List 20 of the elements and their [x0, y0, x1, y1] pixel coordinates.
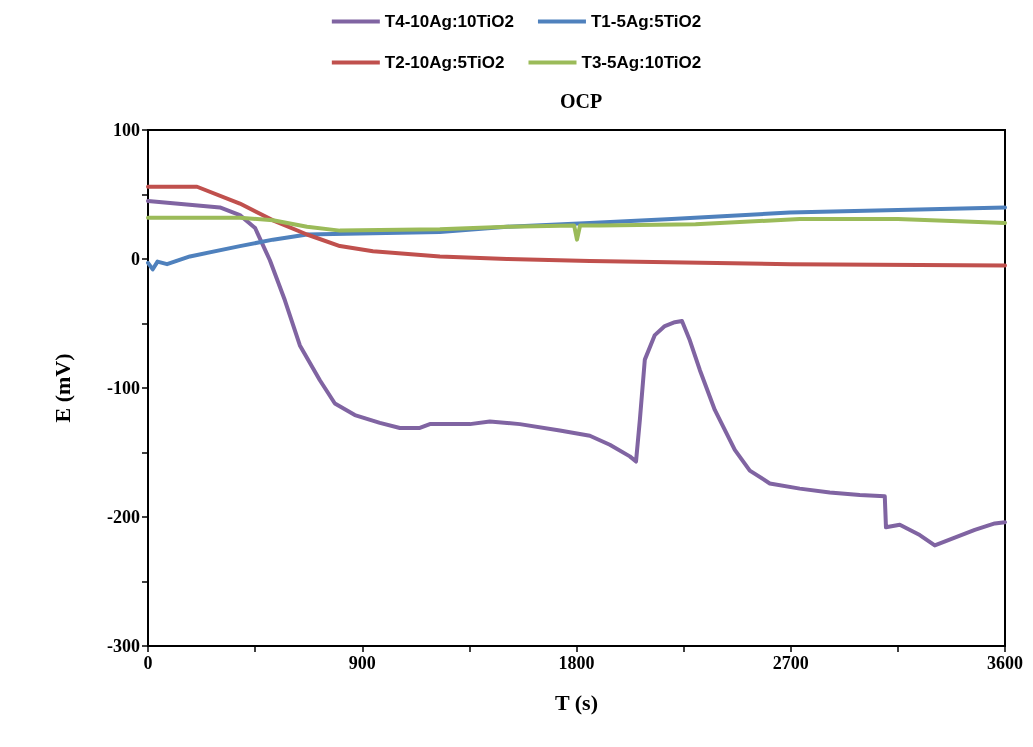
x-tick-label: 900 [348, 653, 376, 673]
chart-title: OCP [559, 90, 603, 112]
x-tick-label: 0 [143, 653, 153, 673]
legend-label: T4-10Ag:10TiO2 [384, 12, 514, 31]
legend-label: T1-5Ag:5TiO2 [590, 12, 702, 31]
x-tick-label: 2700 [772, 653, 809, 673]
line-series [146, 184, 1007, 268]
legend-label: T3-5Ag:10TiO2 [581, 53, 702, 72]
line-series [146, 198, 1007, 548]
y-tick-label: 0 [131, 249, 140, 269]
x-axis-title: T (s) [555, 689, 598, 715]
line-series [146, 215, 1007, 242]
y-axis-title: E (mV) [49, 353, 75, 423]
y-tick-label: -100 [107, 378, 140, 398]
y-tick-label: -200 [107, 507, 140, 527]
x-tick-label: 3600 [987, 653, 1023, 673]
x-tick-label: 1800 [558, 653, 595, 673]
y-tick-label: 100 [113, 120, 140, 140]
legend-label: T2-10Ag:5TiO2 [384, 53, 505, 72]
y-tick-label: -300 [107, 636, 140, 656]
